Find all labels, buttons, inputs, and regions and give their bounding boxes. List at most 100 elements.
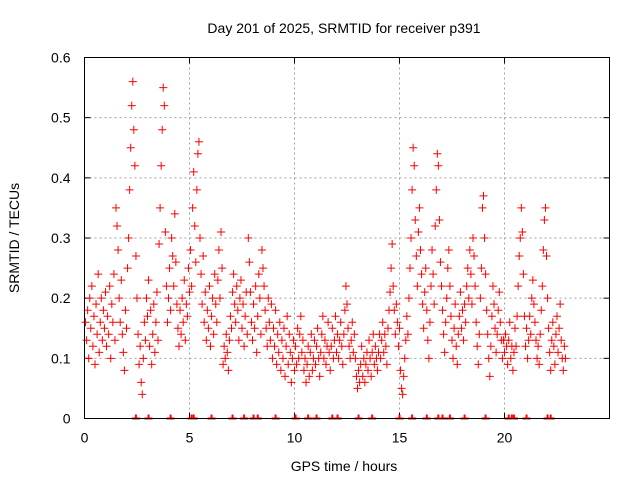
data-point [156,203,165,212]
data-point [540,215,549,224]
data-point [166,306,175,315]
data-point [227,324,236,333]
data-point [257,246,266,255]
data-point [164,294,173,303]
data-point [332,348,341,357]
data-point [320,336,329,345]
data-point [96,318,105,327]
data-point [141,336,150,345]
data-point [491,324,500,333]
data-point [92,300,101,309]
data-point [128,77,137,86]
data-point [311,360,320,369]
data-point [187,282,196,291]
data-point [466,270,475,279]
data-point [278,354,287,363]
data-point [414,227,423,236]
data-point [484,354,493,363]
data-point [287,378,296,387]
data-point [406,264,414,273]
data-point [125,185,134,194]
data-point [326,366,335,375]
data-point [206,342,215,351]
data-point [295,330,304,339]
data-point [348,318,357,327]
data-point [442,294,451,303]
data-point [457,324,466,333]
data-point [273,330,282,339]
data-point [122,324,131,333]
data-point [239,300,248,309]
data-point [302,378,311,387]
data-point [236,276,245,285]
data-point [453,360,462,369]
data-point [481,270,490,279]
data-point [157,161,166,170]
data-point [534,342,543,351]
data-point [123,264,132,273]
data-point [487,312,496,321]
data-point [319,354,328,363]
data-point [284,360,293,369]
data-point [449,354,458,363]
data-point [513,312,522,321]
data-point [149,300,158,309]
data-point [477,264,486,273]
data-point [423,336,432,345]
data-point [553,312,561,321]
data-point [445,282,454,291]
data-point [277,336,286,345]
data-point [418,300,427,309]
data-point [313,324,322,333]
data-point [461,318,470,327]
data-point [508,366,517,375]
data-point [142,294,151,303]
data-point [134,330,143,339]
data-point [334,354,343,363]
data-point [424,354,433,363]
data-point [373,366,382,375]
data-point [196,234,204,242]
plot-frame [84,57,610,419]
data-point [262,324,271,333]
data-point [493,330,502,339]
data-point [301,354,309,363]
data-point [471,282,480,291]
data-point [549,342,558,351]
data-point [305,372,314,381]
data-point [555,324,564,333]
data-point [452,342,461,351]
x-tick-label: 10 [287,430,303,446]
data-point [482,306,491,315]
data-point [547,336,556,345]
data-point [91,360,99,369]
data-point [165,264,174,273]
data-point [429,270,438,279]
data-point [285,330,294,339]
data-point [365,336,374,345]
data-point [371,342,380,351]
data-point [124,234,133,242]
data-point [212,318,221,327]
data-point [183,312,192,321]
data-point [222,330,231,339]
data-point [298,336,307,345]
data-point [480,234,489,242]
data-point [397,384,406,393]
data-point [289,336,298,345]
data-point [202,336,211,345]
data-point [503,360,512,369]
data-point [479,191,488,200]
data-point [500,348,509,357]
data-point [310,336,319,345]
data-point [407,234,416,242]
y-tick-label: 0.5 [51,110,71,126]
data-point [240,342,249,351]
data-point [162,282,171,291]
data-point [219,360,228,369]
data-point [146,306,155,315]
data-point [529,300,538,309]
data-point [89,312,98,321]
data-point [515,252,524,261]
data-point [263,342,272,351]
